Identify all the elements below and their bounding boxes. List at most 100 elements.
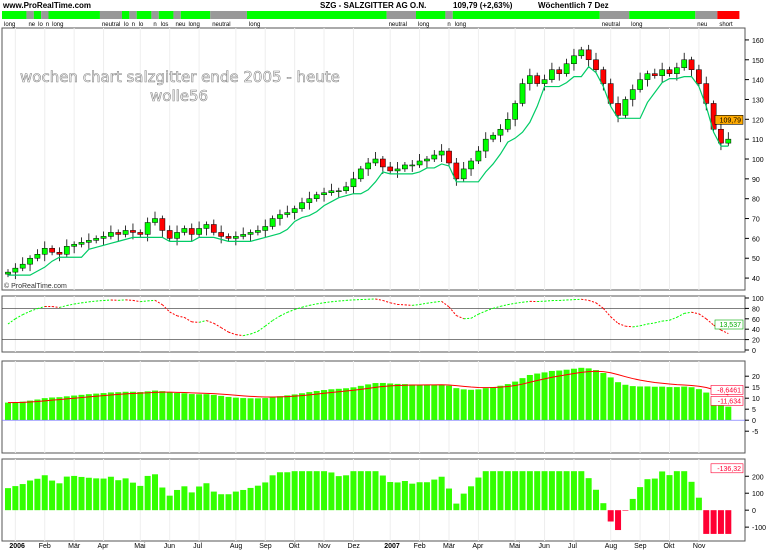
candle <box>534 75 541 84</box>
histogram-bar <box>306 471 313 511</box>
candle <box>203 224 210 229</box>
momentum-bar <box>27 400 34 421</box>
candle <box>615 103 621 116</box>
oscillator-segment <box>595 302 604 309</box>
histogram-bar <box>115 480 122 511</box>
band-neutral <box>129 11 137 19</box>
histogram-value-box <box>710 463 744 474</box>
x-tick-label: Jun <box>539 543 550 550</box>
histogram-bar <box>416 482 423 511</box>
momentum-bar <box>34 399 41 421</box>
oscillator-segment <box>654 320 663 324</box>
y-tick-label: 100 <box>752 157 764 164</box>
oscillator-segment <box>441 300 450 308</box>
momentum-bar <box>534 373 541 421</box>
band-label: neu <box>175 22 185 28</box>
candle <box>585 49 592 61</box>
histogram-bar <box>71 475 78 511</box>
oscillator-value-box <box>714 319 744 330</box>
histogram-bar <box>122 478 129 511</box>
candle <box>86 240 92 243</box>
momentum-bar <box>78 394 85 421</box>
oscillator-segment <box>96 299 104 302</box>
period: Wöchentlich 7 Dez <box>538 1 609 10</box>
candle <box>196 228 202 235</box>
histogram-bar <box>475 477 482 511</box>
x-tick-label: 2007 <box>384 543 400 550</box>
oscillator-segment <box>581 298 589 301</box>
histogram-bar <box>225 494 232 511</box>
x-tick-label: Sep <box>259 543 272 550</box>
x-tick-label: Apr <box>472 543 484 550</box>
y-tick-label: 160 <box>752 38 764 45</box>
histogram-bar <box>350 471 357 511</box>
momentum-bar <box>622 384 629 421</box>
candle <box>335 190 342 193</box>
momentum-bar <box>335 388 342 421</box>
oscillator-segment <box>419 302 428 306</box>
histogram-bar <box>276 472 283 511</box>
candle <box>218 232 225 237</box>
momentum-bar <box>152 390 158 421</box>
oscillator-segment <box>161 304 171 313</box>
candle <box>490 134 496 140</box>
histogram-bar <box>247 487 254 511</box>
oscillator-segment <box>66 303 75 307</box>
histogram-bar <box>394 482 401 511</box>
y-tick-label: 40 <box>752 276 760 283</box>
histogram-bar <box>144 475 151 511</box>
oscillator-segment <box>338 299 347 302</box>
candle <box>159 218 166 231</box>
oscillator-segment <box>15 314 23 320</box>
momentum-bar <box>299 393 305 421</box>
y-tick-label: 80 <box>752 306 760 313</box>
histogram-bar <box>401 481 408 511</box>
y-tick-label: 110 <box>752 137 763 144</box>
momentum-bar <box>695 389 702 421</box>
candle <box>556 69 563 74</box>
x-tick-label: 2006 <box>9 543 25 550</box>
oscillator-segment <box>154 299 163 306</box>
oscillator-segment <box>684 311 692 314</box>
histogram-bar <box>593 489 599 511</box>
signal-bands: long ne lo n long neutral lo n lo n los neu long neut… <box>2 11 740 28</box>
momentum-bar <box>453 388 460 421</box>
momentum-bar <box>196 394 203 421</box>
histogram-bar <box>203 483 210 511</box>
oscillator-segment <box>602 308 612 318</box>
momentum-bar <box>115 392 122 421</box>
candle <box>27 257 33 265</box>
oscillator-segment <box>434 300 442 303</box>
momentum-bar <box>637 386 644 421</box>
histogram-bar <box>196 486 203 511</box>
momentum-bar <box>688 387 695 421</box>
histogram-bar <box>240 489 247 511</box>
band-neutral <box>151 11 159 19</box>
momentum-bar <box>232 397 239 421</box>
histogram-bar <box>453 503 460 511</box>
histogram-bar <box>717 510 724 534</box>
histogram-bar <box>409 483 416 511</box>
x-tick-label: Sep <box>634 543 647 550</box>
oscillator-segment <box>676 312 685 318</box>
candle <box>681 59 688 68</box>
oscillator-segment <box>647 322 655 325</box>
candle <box>306 198 313 203</box>
band-label: long <box>188 22 199 28</box>
last-price-label: 109,79 <box>720 117 742 124</box>
band-label: lo <box>139 22 144 28</box>
x-tick-label: Jul <box>193 543 202 550</box>
candle <box>255 230 261 233</box>
oscillator-segment <box>88 300 97 303</box>
y-tick-label: 140 <box>752 78 764 85</box>
histogram-bar <box>5 488 11 511</box>
candle <box>152 218 158 223</box>
candle <box>49 248 55 253</box>
candle <box>247 232 254 235</box>
histogram-bar <box>600 503 607 511</box>
oscillator-segment <box>610 316 619 324</box>
annotation-line1: wochen chart salzgitter ende 2005 - heut… <box>20 68 340 86</box>
oscillator-segment <box>492 305 501 309</box>
oscillator-segment <box>456 315 464 320</box>
histogram-bar <box>299 471 305 511</box>
